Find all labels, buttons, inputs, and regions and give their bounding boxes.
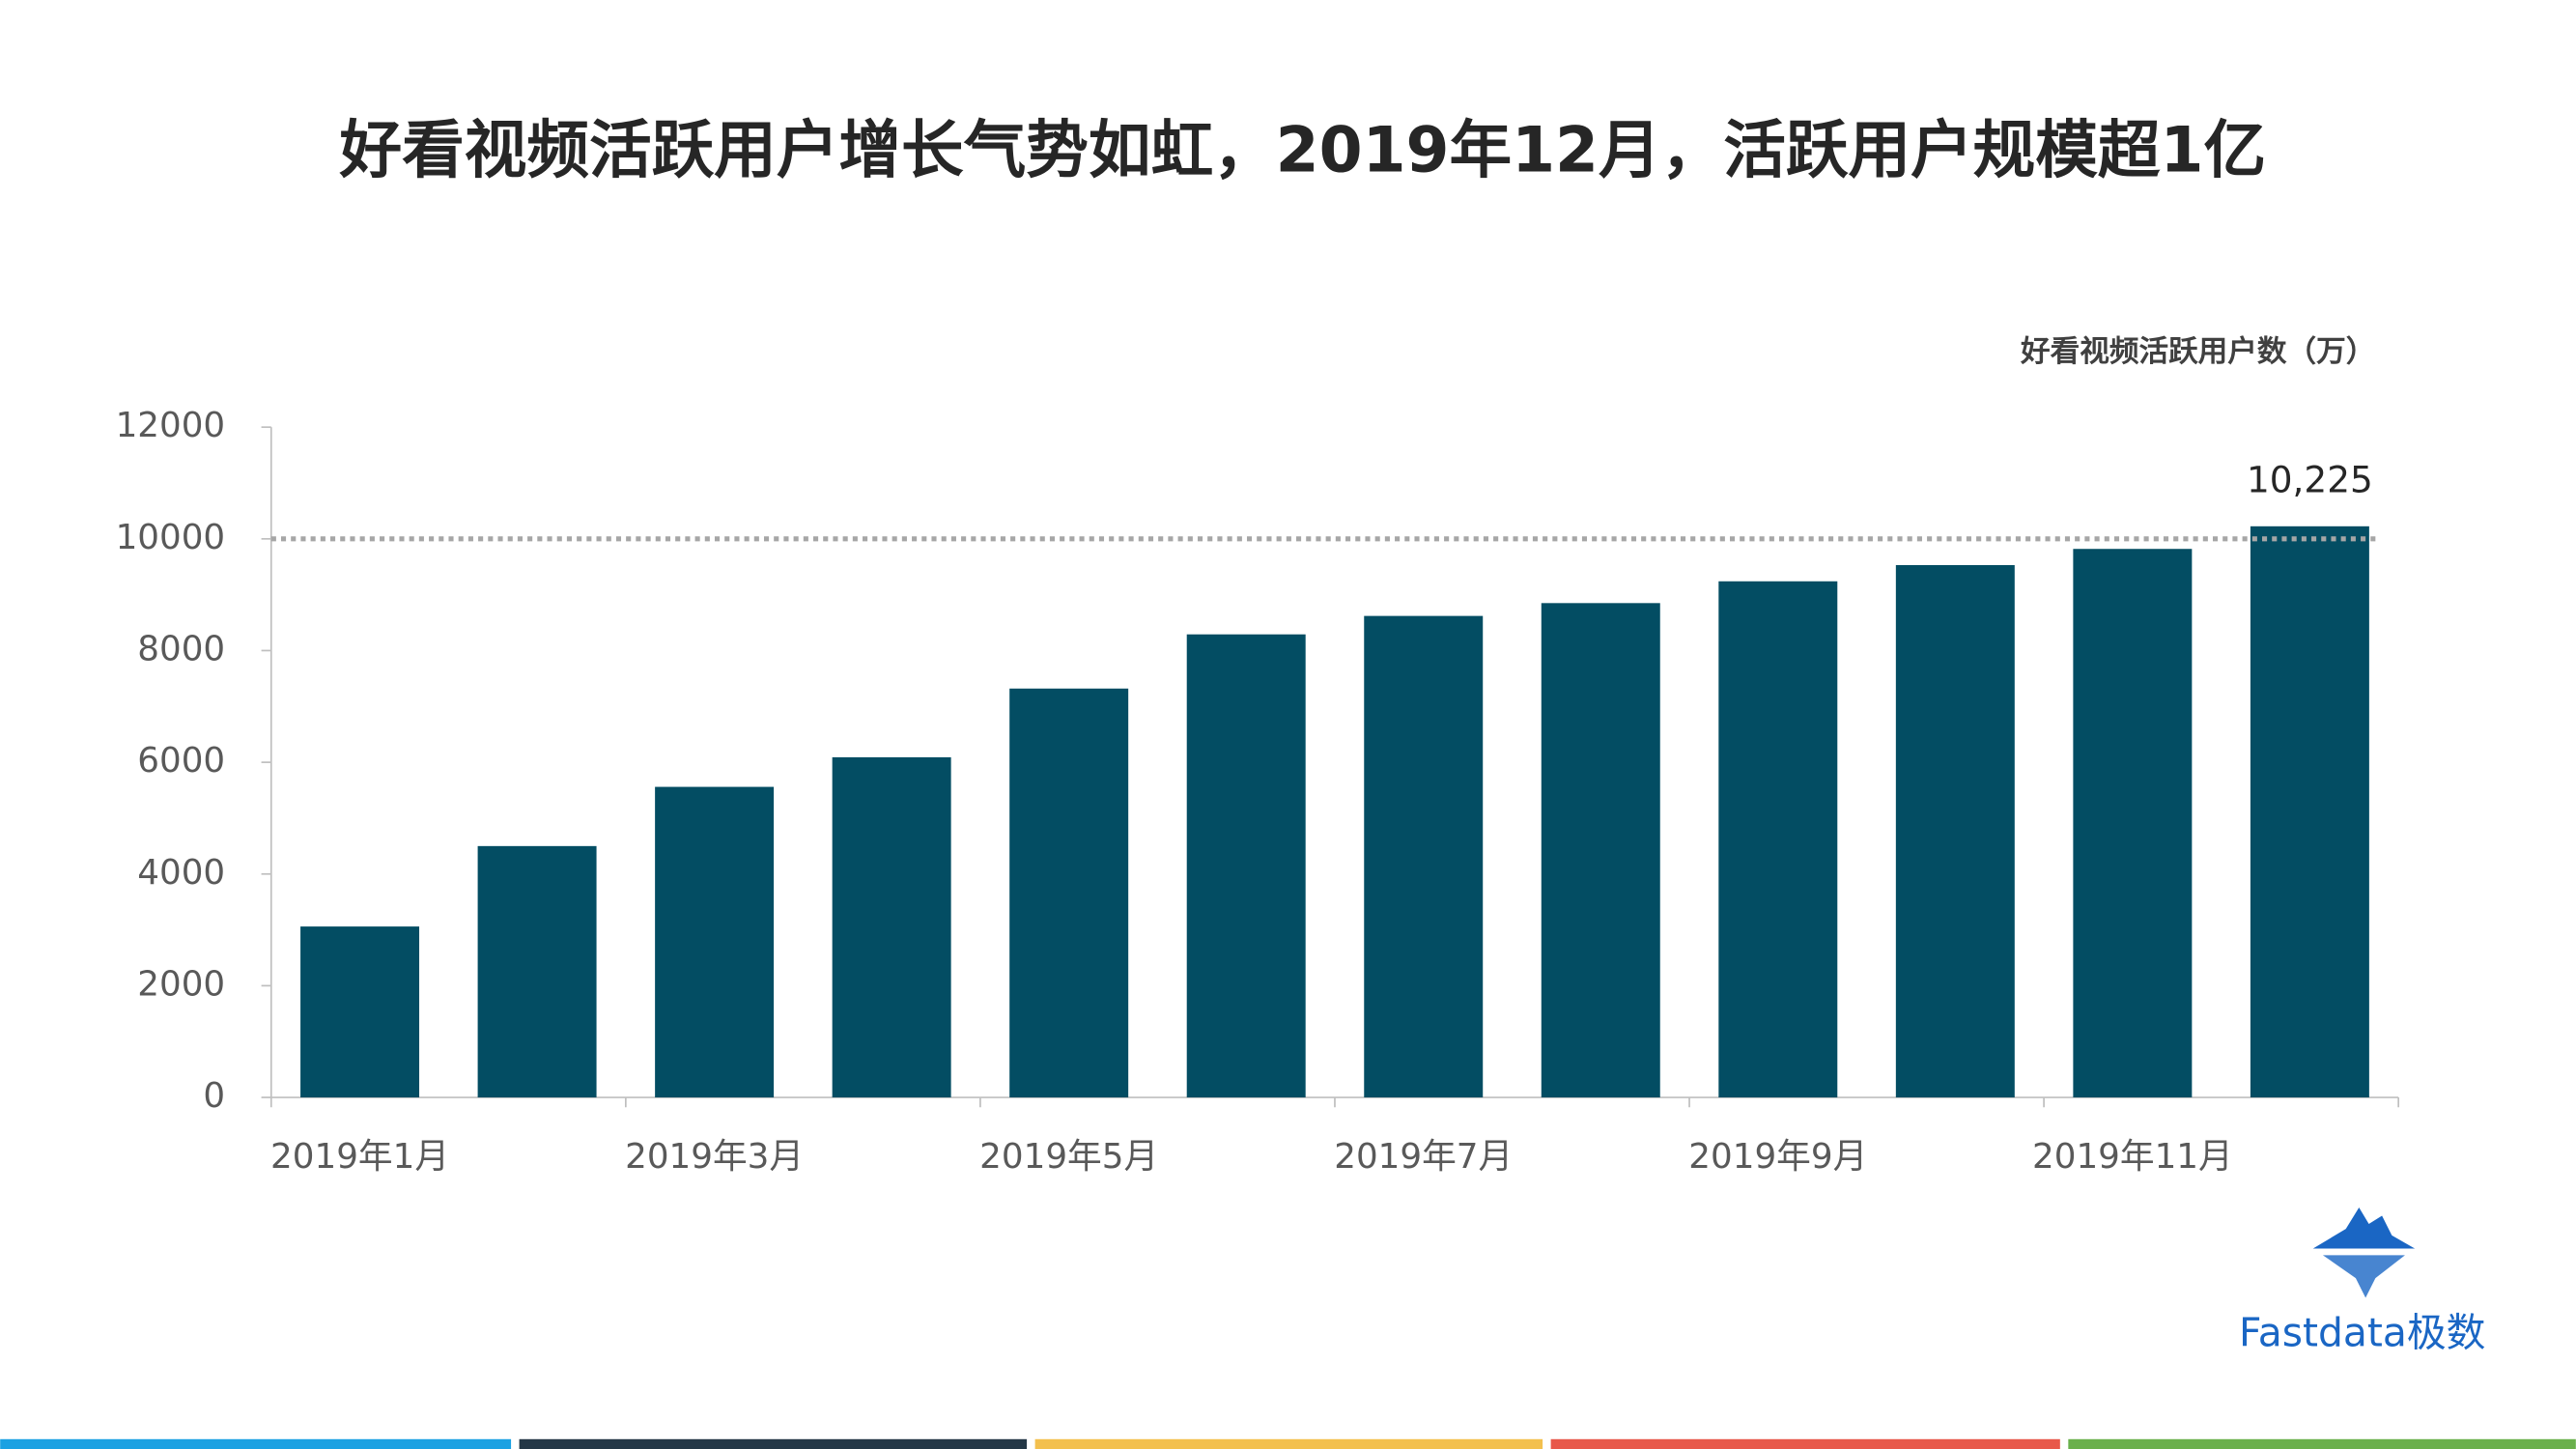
bar	[1364, 615, 1484, 1098]
bar	[477, 845, 597, 1098]
brand-name: Fastdata极数	[2239, 1310, 2485, 1356]
bar	[1186, 634, 1306, 1098]
bar	[655, 786, 775, 1098]
x-tick-label: 2019年1月	[270, 1137, 449, 1177]
x-tick-label: 2019年3月	[625, 1137, 804, 1177]
x-tick-label: 2019年9月	[1688, 1137, 1867, 1177]
y-tick-label: 6000	[137, 741, 225, 781]
stripe	[1550, 1438, 2060, 1449]
stripe	[519, 1438, 1028, 1449]
bar	[1541, 603, 1660, 1098]
bar	[1895, 565, 2015, 1098]
x-tick-label: 2019年7月	[1334, 1137, 1513, 1177]
brand-logo	[2312, 1208, 2416, 1298]
y-tick-label: 10000	[116, 518, 226, 557]
y-tick-label: 0	[203, 1076, 225, 1116]
legend-label: 好看视频活跃用户数（万）	[2020, 335, 2375, 369]
y-tick-label: 12000	[116, 406, 226, 445]
bar	[300, 926, 420, 1098]
bar	[1718, 581, 1838, 1098]
x-tick-label: 2019年5月	[979, 1137, 1158, 1177]
y-tick-label: 2000	[137, 964, 225, 1004]
y-tick-label: 8000	[137, 629, 225, 668]
bar	[1009, 688, 1129, 1098]
value-label: 10,225	[2247, 458, 2373, 500]
bar	[2073, 549, 2193, 1098]
x-tick-label: 2019年11月	[2032, 1137, 2233, 1177]
bar	[2250, 526, 2369, 1098]
bar	[832, 756, 951, 1098]
chart-title: 好看视频活跃用户增长气势如虹，2019年12月，活跃用户规模超1亿	[339, 114, 2267, 186]
y-tick-label: 4000	[137, 853, 225, 893]
stripe	[2068, 1438, 2576, 1449]
stripe	[1034, 1438, 1543, 1449]
stripe	[0, 1438, 512, 1449]
